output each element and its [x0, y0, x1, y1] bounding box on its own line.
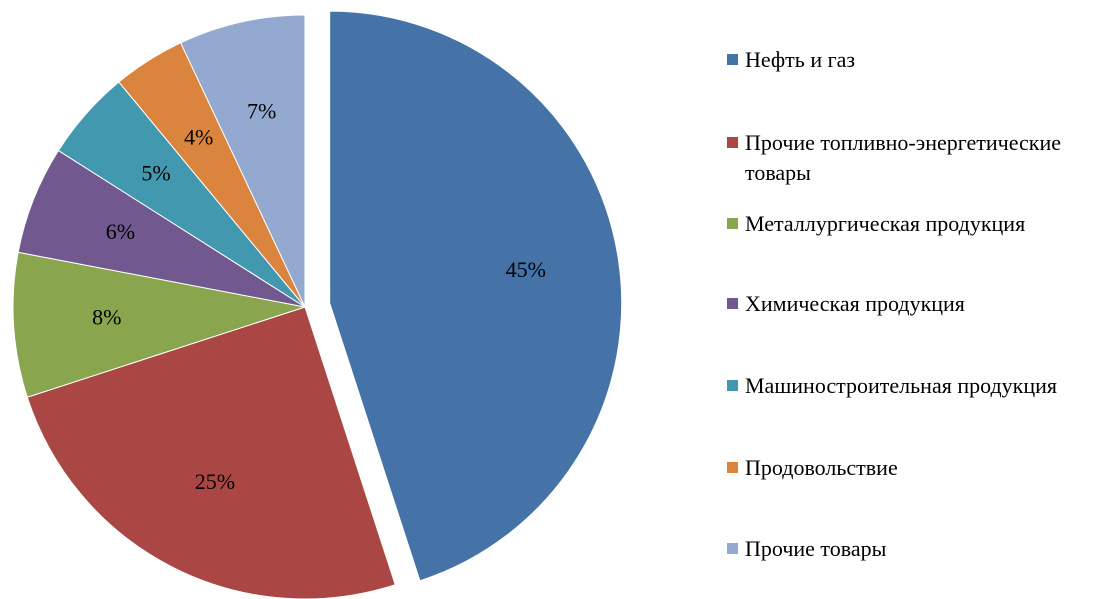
legend-label: Нефть и газ	[745, 47, 856, 72]
legend-label: Машиностроительная продукция	[745, 373, 1058, 398]
data-label: 45%	[506, 257, 546, 282]
legend-item: Нефть и газ	[727, 45, 1087, 75]
legend-item: Машиностроительная продукция	[727, 371, 1087, 401]
legend-swatch	[727, 380, 738, 391]
legend-swatch	[727, 54, 738, 65]
pie-slice	[26, 306, 396, 599]
data-label: 5%	[141, 161, 170, 186]
pie-slice	[12, 251, 306, 398]
legend-swatch	[727, 298, 738, 309]
data-label: 8%	[92, 305, 121, 330]
data-label: 25%	[195, 469, 235, 494]
legend-label: Химическая продукция	[745, 291, 965, 316]
legend-swatch	[727, 462, 738, 473]
legend-item: Прочие товары	[727, 534, 1087, 564]
pie-slice	[329, 10, 623, 582]
legend-swatch	[727, 218, 738, 229]
legend-label: Продовольствие	[745, 455, 898, 480]
legend-swatch	[727, 543, 738, 554]
data-label: 7%	[247, 98, 276, 123]
legend-label: Прочие топливно-энергетические товары	[745, 130, 1061, 185]
pie-area: 45% 25% 8% 6% 5% 4% 7%	[12, 10, 623, 599]
legend-swatch	[727, 137, 738, 148]
pie-slice	[180, 14, 306, 308]
legend-label: Прочие товары	[745, 536, 887, 561]
legend-item: Продовольствие	[727, 453, 1087, 483]
legend-label: Металлургическая продукция	[745, 211, 1026, 236]
legend-item: Химическая продукция	[727, 289, 1087, 319]
data-label: 6%	[106, 219, 135, 244]
legend-item: Прочие топливно-энергетические товары	[727, 128, 1087, 188]
legend-item: Металлургическая продукция	[727, 209, 1087, 239]
data-label: 4%	[184, 124, 213, 149]
